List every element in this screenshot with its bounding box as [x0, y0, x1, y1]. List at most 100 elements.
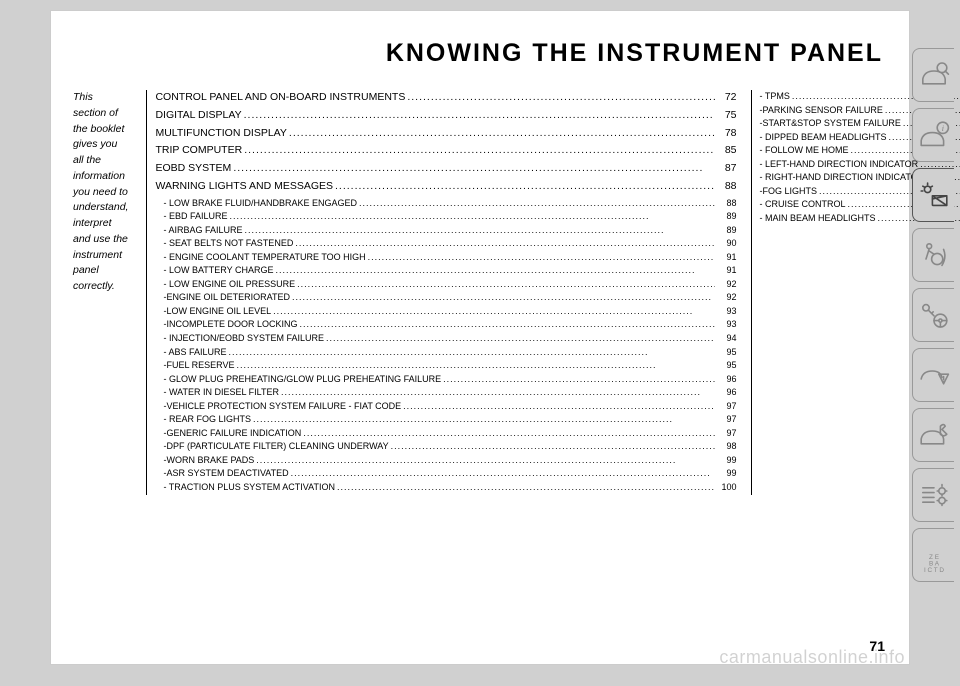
toc-label: - DIPPED BEAM HEADLIGHTS	[760, 131, 887, 144]
toc-page: 91	[715, 264, 737, 277]
toc-page: 96	[715, 386, 737, 399]
toc-page: 95	[715, 346, 737, 359]
toc-entry: - INJECTION/EOBD SYSTEM FAILURE ........…	[163, 332, 736, 345]
toc-label: -ENGINE OIL DETERIORATED	[163, 291, 290, 304]
toc-page: 99	[715, 454, 737, 467]
toc-entry: - AIRBAG FAILURE .......................…	[163, 224, 736, 237]
toc-entry: - SEAT BELTS NOT FASTENED ..............…	[163, 237, 736, 250]
toc-page: 94	[715, 332, 737, 345]
toc-dots: ........................................…	[227, 210, 714, 223]
toc-dots: ........................................…	[295, 278, 714, 291]
toc-page: 97	[715, 400, 737, 413]
toc-label: - ENGINE COOLANT TEMPERATURE TOO HIGH	[163, 251, 365, 264]
toc-label: -ASR SYSTEM DEACTIVATED	[163, 467, 288, 480]
toc-page: 92	[715, 278, 737, 291]
toc-label: -VEHICLE PROTECTION SYSTEM FAILURE - FIA…	[163, 400, 401, 413]
toc-label: WARNING LIGHTS AND MESSAGES	[155, 179, 333, 195]
toc-dots: ........................................…	[335, 481, 715, 494]
toc-label: TRIP COMPUTER	[155, 143, 242, 159]
toc-label: -START&STOP SYSTEM FAILURE	[760, 117, 901, 130]
toc-page: 98	[715, 440, 737, 453]
toc-dots: ........................................…	[289, 467, 715, 480]
tab-car-warning[interactable]	[912, 348, 954, 402]
toc-entry: -WORN BRAKE PADS .......................…	[163, 454, 736, 467]
tab-alphabet[interactable]: Z EB AI C T D	[912, 528, 954, 582]
toc-label: -FOG LIGHTS	[760, 185, 818, 198]
tab-key-steering[interactable]	[912, 288, 954, 342]
toc-dots: ........................................…	[441, 373, 714, 386]
toc-dots: ........................................…	[333, 179, 714, 195]
toc-label: EOBD SYSTEM	[155, 161, 231, 177]
toc-dots: ........................................…	[242, 108, 715, 124]
toc-label: - LOW BRAKE FLUID/HANDBRAKE ENGAGED	[163, 197, 357, 210]
tab-dashboard[interactable]	[912, 168, 954, 222]
toc-page: 95	[715, 359, 737, 372]
toc-label: - ABS FAILURE	[163, 346, 226, 359]
toc-page: 93	[715, 305, 737, 318]
tab-car-search[interactable]	[912, 48, 954, 102]
toc-label: -LOW ENGINE OIL LEVEL	[163, 305, 271, 318]
toc-entry: EOBD SYSTEM ............................…	[155, 161, 736, 177]
toc-label: - EBD FAILURE	[163, 210, 227, 223]
toc-dots: ........................................…	[297, 318, 714, 331]
toc-page: 88	[715, 179, 737, 195]
toc-dots: ........................................…	[234, 359, 714, 372]
toc-label: DIGITAL DISPLAY	[155, 108, 241, 124]
toc-entry: -ASR SYSTEM DEACTIVATED ................…	[163, 467, 736, 480]
toc-dots: ........................................…	[389, 440, 715, 453]
toc-page: 85	[715, 143, 737, 159]
toc-dots: ........................................…	[242, 224, 714, 237]
toc-page: 97	[715, 427, 737, 440]
tab-car-service[interactable]	[912, 408, 954, 462]
toc-dots: ........................................…	[273, 264, 714, 277]
tab-list-gear[interactable]	[912, 468, 954, 522]
toc-entry: - TRACTION PLUS SYSTEM ACTIVATION ......…	[163, 481, 736, 494]
toc-entry: WARNING LIGHTS AND MESSAGES ............…	[155, 179, 736, 195]
toc-entry: -LOW ENGINE OIL LEVEL ..................…	[163, 305, 736, 318]
toc-label: -PARKING SENSOR FAILURE	[760, 104, 883, 117]
toc-page: 90	[715, 237, 737, 250]
toc-entry: -DPF (PARTICULATE FILTER) CLEANING UNDER…	[163, 440, 736, 453]
toc-page: 89	[715, 210, 737, 223]
toc-dots: ........................................…	[401, 400, 714, 413]
toc-label: - RIGHT-HAND DIRECTION INDICATOR	[760, 171, 925, 184]
toc-entry: DIGITAL DISPLAY ........................…	[155, 108, 736, 124]
toc-label: - LEFT-HAND DIRECTION INDICATOR	[760, 158, 919, 171]
toc-entry: - LOW BRAKE FLUID/HANDBRAKE ENGAGED ....…	[163, 197, 736, 210]
toc-page: 99	[715, 467, 737, 480]
toc-entry: - LOW BATTERY CHARGE ...................…	[163, 264, 736, 277]
section-tabs-sidebar: i Z EB AI C T D	[912, 48, 954, 582]
tab-car-info[interactable]: i	[912, 108, 954, 162]
toc-column-1: CONTROL PANEL AND ON-BOARD INSTRUMENTS .…	[146, 90, 738, 495]
toc-label: - TRACTION PLUS SYSTEM ACTIVATION	[163, 481, 335, 494]
toc-page: 96	[715, 373, 737, 386]
toc-label: MULTIFUNCTION DISPLAY	[155, 126, 286, 142]
toc-page: 87	[715, 161, 737, 177]
toc-dots: ........................................…	[287, 126, 715, 142]
intro-column: This section of the booklet gives you al…	[73, 90, 134, 495]
toc-label: CONTROL PANEL AND ON-BOARD INSTRUMENTS	[155, 90, 405, 106]
tab-airbag[interactable]	[912, 228, 954, 282]
toc-entry: -GENERIC FAILURE INDICATION ............…	[163, 427, 736, 440]
toc-page: 91	[715, 251, 737, 264]
toc-label: - GLOW PLUG PREHEATING/GLOW PLUG PREHEAT…	[163, 373, 441, 386]
toc-label: -DPF (PARTICULATE FILTER) CLEANING UNDER…	[163, 440, 388, 453]
toc-entry: - LOW ENGINE OIL PRESSURE ..............…	[163, 278, 736, 291]
toc-dots: ........................................…	[290, 291, 715, 304]
toc-label: - FOLLOW ME HOME	[760, 144, 849, 157]
toc-label: - AIRBAG FAILURE	[163, 224, 242, 237]
toc-entry: -VEHICLE PROTECTION SYSTEM FAILURE - FIA…	[163, 400, 736, 413]
svg-text:i: i	[941, 123, 944, 133]
toc-dots: ........................................…	[226, 346, 714, 359]
toc-entry: - ENGINE COOLANT TEMPERATURE TOO HIGH ..…	[163, 251, 736, 264]
toc-page: 92	[715, 291, 737, 304]
toc-label: - WATER IN DIESEL FILTER	[163, 386, 279, 399]
toc-page: 88	[715, 197, 737, 210]
toc-label: -WORN BRAKE PADS	[163, 454, 254, 467]
toc-label: - LOW BATTERY CHARGE	[163, 264, 273, 277]
toc-label: -INCOMPLETE DOOR LOCKING	[163, 318, 297, 331]
svg-text:I C T D: I C T D	[923, 567, 943, 574]
toc-page: 100	[715, 481, 737, 494]
toc-label: - MAIN BEAM HEADLIGHTS	[760, 212, 876, 225]
toc-label: -GENERIC FAILURE INDICATION	[163, 427, 301, 440]
